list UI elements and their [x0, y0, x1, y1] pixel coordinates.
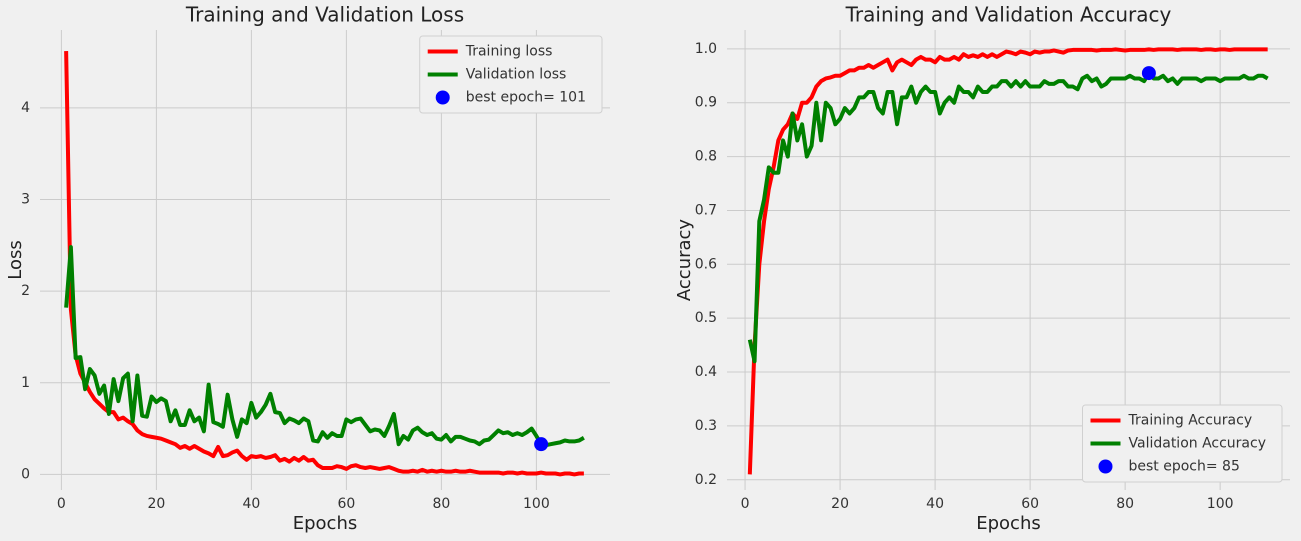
y-tick-label: 3 — [21, 192, 30, 208]
data-line — [64, 51, 584, 477]
legend-label: Validation loss — [466, 67, 567, 83]
legend-label: Validation Accuracy — [1129, 436, 1267, 452]
x-tick-label: 40 — [242, 496, 260, 512]
x-tick-label: 100 — [523, 496, 550, 512]
legend-label: best epoch= 101 — [466, 90, 586, 106]
best-point — [1141, 66, 1156, 81]
y-tick-label: 0.7 — [695, 202, 717, 218]
x-tick-label: 60 — [337, 496, 355, 512]
x-tick-label: 80 — [432, 496, 450, 512]
legend: Training loss Validation loss best epoch= … — [419, 35, 603, 114]
legend-swatch — [435, 90, 450, 105]
data-line — [747, 71, 1269, 364]
legend-label: Training loss — [465, 44, 553, 60]
x-axis-label: Epochs — [293, 513, 358, 534]
data-line — [747, 47, 1268, 475]
legend-swatch — [1098, 459, 1113, 474]
x-tick-label: 100 — [1207, 496, 1234, 512]
y-tick-label: 0.2 — [695, 472, 717, 488]
y-tick-label: 2 — [21, 283, 30, 299]
y-axis-label: Loss — [5, 240, 26, 279]
legend-box — [1082, 404, 1283, 483]
y-tick-label: 4 — [21, 100, 30, 116]
chart-title: Training and Validation Accuracy — [845, 3, 1172, 27]
legend-label: best epoch= 85 — [1129, 459, 1240, 475]
y-tick-label: 0.9 — [695, 95, 717, 111]
legend: Training Accuracy Validation Accuracy best… — [1082, 404, 1283, 483]
y-tick-label: 1.0 — [695, 41, 717, 57]
y-tick-label: 0.4 — [695, 364, 717, 380]
y-tick-label: 1 — [21, 375, 30, 391]
legend-label: Training Accuracy — [1128, 413, 1253, 429]
x-tick-label: 40 — [926, 496, 944, 512]
best-point — [534, 437, 549, 452]
x-tick-label: 0 — [57, 496, 66, 512]
y-tick-label: 0.8 — [695, 149, 717, 165]
legend-box — [419, 35, 603, 114]
y-tick-label: 0 — [21, 466, 30, 482]
y-tick-label: 0.5 — [695, 310, 717, 326]
y-axis-label: Accuracy — [674, 219, 695, 302]
x-tick-label: 0 — [741, 496, 750, 512]
data-line — [64, 245, 585, 448]
x-tick-label: 20 — [147, 496, 165, 512]
y-tick-label: 0.6 — [695, 256, 717, 272]
chart-title: Training and Validation Loss — [185, 3, 464, 27]
x-axis-label: Epochs — [976, 513, 1041, 534]
x-tick-label: 80 — [1116, 496, 1134, 512]
x-tick-label: 60 — [1021, 496, 1039, 512]
y-tick-label: 0.3 — [695, 418, 717, 434]
x-tick-label: 20 — [831, 496, 849, 512]
